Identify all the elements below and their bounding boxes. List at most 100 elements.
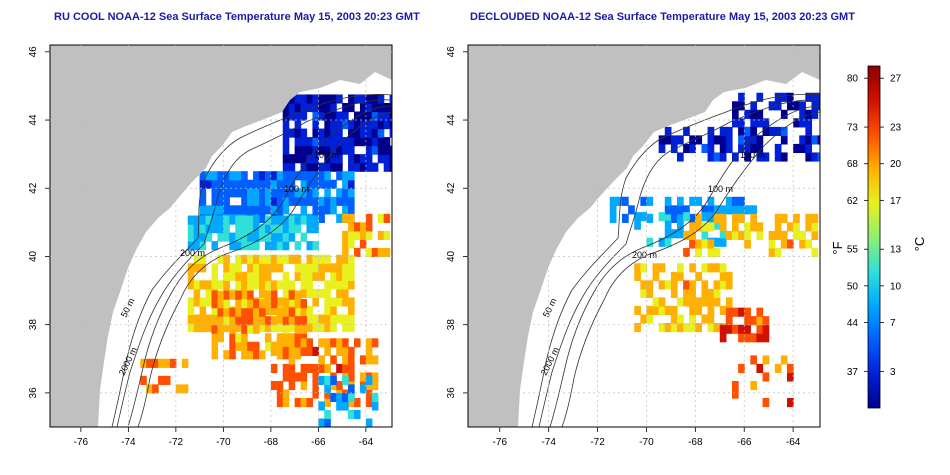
sst-cell: [264, 305, 272, 316]
sst-cell: [270, 179, 278, 189]
sst-cell: [247, 224, 254, 234]
sst-cell: [152, 384, 159, 394]
sst-cell: [811, 247, 819, 258]
sst-cell: [300, 346, 308, 356]
sst-cell: [658, 135, 666, 145]
sst-cell: [205, 205, 213, 215]
sst-cell: [187, 314, 195, 324]
sst-cell: [371, 145, 379, 155]
sst-cell: [330, 280, 337, 290]
sst-cell: [725, 126, 733, 136]
sst-cell: [701, 212, 709, 222]
sst-cell: [683, 143, 690, 154]
sst-cell: [713, 280, 721, 290]
sst-cell: [187, 280, 195, 290]
sst-cell: [707, 305, 715, 316]
sst-cell: [725, 135, 733, 145]
sst-cell: [342, 196, 349, 206]
sst-cell: [707, 205, 715, 215]
sst-cell: [389, 94, 392, 104]
sst-cell: [282, 271, 290, 281]
sst-cell: [282, 280, 290, 290]
sst-cell: [744, 324, 751, 334]
sst-cell: [359, 94, 367, 104]
sst-cell: [738, 333, 745, 343]
sst-cell: [799, 135, 806, 145]
sst-cell: [707, 314, 715, 324]
sst-cell: [750, 126, 758, 136]
sst-cell: [354, 162, 361, 172]
sst-cell: [199, 232, 207, 242]
sst-cell: [646, 196, 654, 206]
sst-cell: [312, 288, 319, 298]
sst-cell: [223, 263, 230, 273]
sst-cell: [241, 241, 248, 251]
sst-cell: [799, 109, 806, 119]
sst-cell: [719, 222, 727, 232]
sst-cell: [199, 280, 207, 290]
left-grid: [50, 45, 392, 427]
sst-cell: [318, 338, 325, 348]
sst-cell: [750, 380, 758, 391]
sst-cell: [241, 307, 248, 317]
sst-cell: [701, 229, 709, 239]
sst-cell: [217, 299, 224, 309]
sst-cell: [253, 316, 260, 326]
sst-cell: [330, 179, 337, 189]
sst-cell: [217, 316, 224, 326]
sst-cell: [342, 188, 349, 198]
sst-cell: [241, 280, 248, 290]
c-tick-label: 27: [890, 74, 902, 85]
sst-cell: [282, 299, 290, 309]
sst-cell: [330, 137, 337, 147]
sst-cell: [300, 363, 308, 374]
sst-cell: [689, 314, 696, 324]
sst-cell: [211, 316, 219, 326]
sst-cell: [713, 288, 721, 298]
sst-cell: [247, 324, 254, 334]
sst-cell: [205, 288, 213, 298]
sst-cell: [318, 288, 325, 298]
sst-cell: [306, 254, 314, 264]
sst-cell: [276, 322, 284, 333]
sst-cell: [713, 152, 721, 162]
sst-cell: [793, 143, 800, 154]
sst-cell: [817, 92, 820, 102]
sst-cell: [217, 254, 224, 264]
sst-cell: [750, 213, 758, 223]
sst-cell: [348, 188, 355, 198]
sst-cell: [695, 239, 703, 249]
sst-cell: [324, 398, 331, 408]
sst-cell: [211, 215, 219, 225]
sst-cell: [695, 271, 703, 281]
fahrenheit-ticks: 80 73 68 62 55 50 44 37: [847, 74, 868, 378]
sst-cell: [235, 188, 242, 198]
sst-cell: [793, 222, 800, 232]
sst-cell: [199, 215, 207, 225]
sst-cell: [336, 120, 343, 130]
c-tick-label: 7: [890, 318, 896, 329]
sst-cell: [342, 263, 349, 273]
sst-cell: [282, 196, 290, 206]
sst-cell: [365, 111, 373, 121]
sst-cell: [359, 372, 367, 382]
sst-cell: [259, 213, 266, 223]
sst-cell: [670, 314, 678, 324]
sst-cell: [652, 263, 660, 273]
sst-cell: [811, 230, 819, 241]
sst-cell: [241, 316, 248, 326]
sst-cell: [276, 171, 284, 181]
sst-cell: [707, 297, 715, 307]
sst-cell: [259, 271, 266, 281]
sst-cell: [756, 135, 764, 145]
sst-cell: [354, 247, 361, 258]
sst-cell: [389, 102, 392, 113]
sst-cell: [750, 118, 758, 128]
sst-cell: [713, 220, 721, 230]
sst-cell: [282, 102, 290, 113]
sst-cell: [318, 213, 325, 223]
sst-cell: [158, 375, 165, 385]
sst-cell: [306, 102, 314, 113]
sst-cell: [738, 230, 745, 241]
sst-cell: [241, 224, 248, 234]
